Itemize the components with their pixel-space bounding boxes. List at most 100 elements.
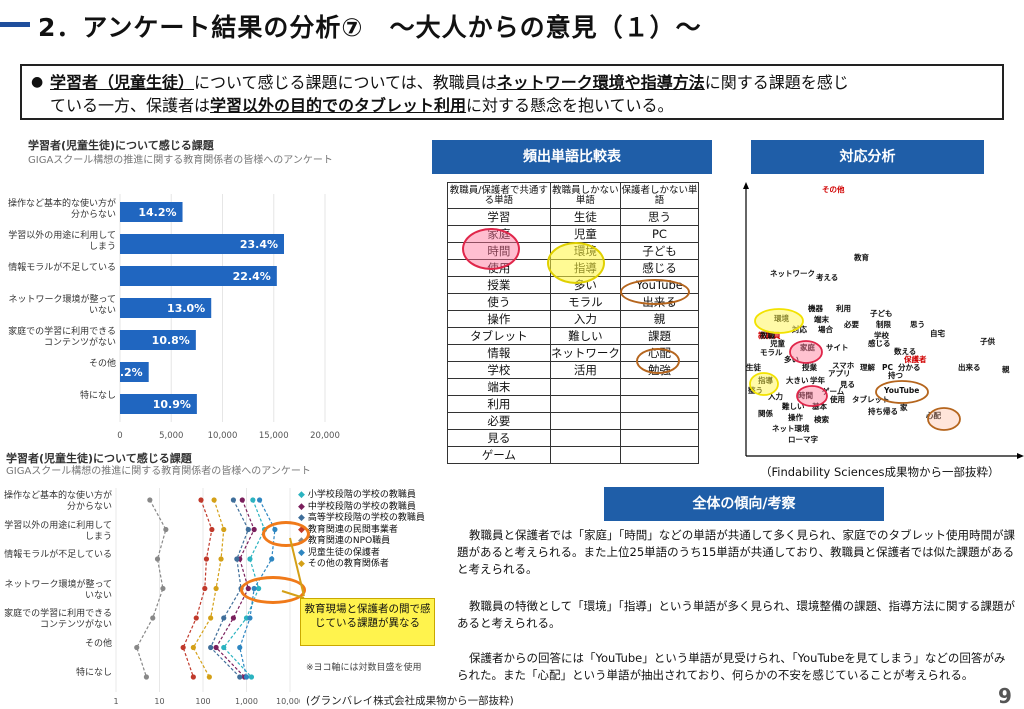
ca-word-label: 大きい: [786, 375, 809, 385]
table-cell: [619, 395, 700, 413]
dot-point: [221, 644, 227, 651]
dot-series-line: [182, 499, 213, 678]
ca-word-label: サイト: [826, 343, 849, 352]
ca-word-label: 出来る: [958, 362, 981, 372]
legend-item: ◆ 高等学校段階の学校の教職員: [298, 513, 448, 525]
ca-word-label: その他: [822, 184, 845, 194]
ca-word-label: 学校: [874, 330, 889, 340]
legend-item: ◆ 中学校段階の学校の教職員: [298, 502, 448, 514]
table-row: 必要: [447, 412, 700, 430]
legend-swatch-icon: ◆: [298, 559, 305, 569]
dot-point: [150, 615, 156, 621]
ca-word-label: 保護者: [903, 354, 927, 364]
ca-word-label: 教育: [853, 252, 869, 262]
legend-label: 児童生徒の保護者: [307, 547, 380, 558]
ca-word-label: 授業: [802, 362, 817, 372]
dot-chart-source: (グランバレイ株式会社成果物から一部抜粋): [306, 695, 514, 707]
dot-point: [243, 674, 250, 680]
summary-text: について感じる課題については、教職員は: [194, 73, 497, 92]
dot-x-tick-label: 10: [154, 697, 164, 706]
ca-word-label: 時間: [798, 390, 813, 400]
table-cell: [549, 429, 621, 447]
highlight-red-ellipse: [462, 228, 520, 270]
bar: [120, 362, 149, 382]
dot-chart-subtitle: GIGAスクール構想の推進に関する教育関係者の皆様へのアンケート: [6, 466, 311, 477]
dot-point: [193, 615, 199, 621]
bar-data-label: 14.2%: [138, 206, 176, 219]
dot-point: [198, 497, 204, 503]
ca-word-label: タブレット: [852, 394, 890, 404]
dot-point: [209, 526, 215, 533]
dot-category-label: 情報モラルが不足している: [4, 550, 112, 560]
dot-point: [248, 674, 255, 680]
callout-connector: [281, 537, 305, 599]
table-row: 端末: [447, 378, 700, 396]
dot-category-label: 学習以外の用途に利用してしまう: [4, 520, 112, 542]
table-cell: 感じる: [619, 259, 700, 277]
bar-chart-title: 学習者(児童生徒)について感じる課題: [28, 139, 214, 152]
bar-data-label: 23.4%: [240, 238, 278, 251]
ca-word-label: 多い: [784, 354, 799, 364]
ca-word-label: 基本: [811, 401, 827, 411]
bar-data-label: 10.8%: [152, 334, 190, 347]
ca-word-label: 教職: [759, 330, 775, 340]
table-cell: [619, 378, 700, 396]
legend-swatch-icon: ◆: [298, 547, 305, 558]
frequency-word-table: 教職員/保護者で共通する単語 教職員しかない単語 保護者しかない単語 学習 生徒 思う家…: [447, 182, 700, 464]
ca-word-label: 持ち帰る: [868, 406, 898, 416]
ca-word-label: 関係: [758, 408, 773, 418]
table-header-cell: 教職員しかない単語: [549, 182, 621, 209]
bar-x-tick-label: 20,000: [310, 431, 340, 441]
ca-word-label: 感じる: [868, 338, 891, 348]
legend-label: 小学校段階の学校の教職員: [307, 490, 416, 500]
table-cell: [619, 429, 700, 447]
dot-point: [221, 526, 227, 533]
dot-category-label: 操作など基本的な使い方が分からない: [4, 491, 113, 512]
dot-point: [218, 556, 224, 562]
ca-word-label: 心配: [926, 410, 941, 420]
bar-x-tick-label: 15,000: [259, 431, 289, 441]
bar: [120, 330, 196, 350]
ca-word-label: 自宅: [930, 328, 945, 338]
table-cell: 授業: [447, 276, 551, 294]
bar-chart-category-labels: 操作など基本的な使い方が分からない 学習以外の用途に利用してしまう 情報モラルが不足…: [4, 196, 116, 426]
ca-word-label: 生徒: [746, 362, 761, 372]
table-cell: 難しい: [549, 327, 621, 345]
summary-text: に対する懸念を抱いている。: [466, 96, 674, 115]
ca-highlight-ellipse: [754, 308, 804, 334]
ca-word-label: 思う: [910, 320, 925, 329]
dot-point: [190, 674, 196, 680]
dot-chart-title: 学習者(児童生徒)について感じる課題: [6, 452, 192, 465]
dot-point: [247, 615, 253, 621]
ca-word-label: 学年: [810, 375, 825, 385]
ca-word-label: 教職員: [757, 330, 781, 340]
legend-item: ◆ その他の教育関係者: [298, 559, 448, 571]
table-cell: 端末: [447, 378, 551, 396]
ca-word-label: 難しい: [782, 401, 805, 411]
highlight-ellipse: [262, 521, 310, 547]
ca-word-label: 見る: [839, 379, 855, 389]
dot-x-tick-label: 10,000: [276, 697, 300, 706]
table-cell: 活用: [549, 361, 621, 379]
table-cell: [549, 446, 621, 464]
table-cell: 学校: [447, 361, 551, 379]
table-cell: [549, 412, 621, 430]
dot-chart-category-labels: 操作など基本的な使い方が分からない 学習以外の用途に利用してしまう情報モラルが不足…: [4, 487, 112, 687]
legend-label: 教育関連の民間事業者: [307, 524, 398, 535]
dot-point: [190, 644, 196, 651]
ca-word-label: モラル: [760, 348, 783, 357]
ca-word-label: 入力: [767, 391, 783, 401]
dot-point: [239, 497, 245, 503]
dot-category-label: その他: [84, 638, 112, 649]
legend-item: ◆ 児童生徒の保護者: [298, 548, 448, 560]
summary-keyword: 学習者（児童生徒）: [50, 73, 195, 92]
bar-chart: 0 5,000 10,000 15,000 20,000 14.2% 23.4% 22.4% 1…: [112, 194, 340, 441]
dot-point: [251, 526, 257, 533]
bar-category-label: 家庭での学習に利用できるコンテンツがない: [8, 327, 116, 348]
dot-point: [160, 585, 166, 592]
table-header-cell: 保護者しかない単語: [619, 182, 700, 209]
table-cell: 子ども: [619, 242, 700, 260]
bar-x-tick-label: 0: [117, 431, 122, 441]
ca-highlight-ellipse: [789, 340, 823, 364]
highlight-brown-ellipse: [636, 348, 680, 374]
